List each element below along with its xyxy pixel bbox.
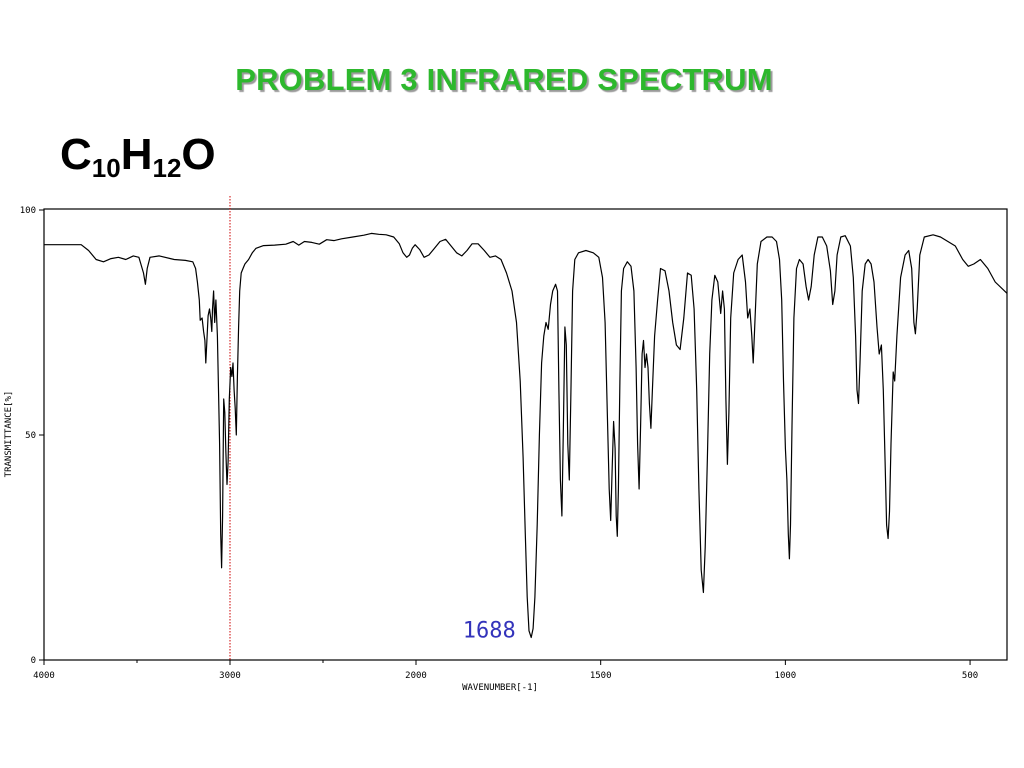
x-tick-label: 500 [962,671,978,681]
x-tick-label: 4000 [33,671,55,681]
x-axis-ticks: 4000 3000 2000 1500 1000 500 [33,660,978,681]
x-tick-label: 1000 [775,671,797,681]
y-tick-label: 50 [25,431,36,441]
spectrum-line [44,232,1008,639]
x-tick-label: 3000 [219,671,241,681]
formula-element-c: C [60,130,92,179]
y-tick-label: 100 [20,206,36,216]
slide-title: PROBLEM 3 INFRARED SPECTRUM [235,62,773,97]
y-axis-ticks: 0 50 100 [20,206,44,666]
x-tick-label: 1500 [590,671,612,681]
y-tick-label: 0 [31,656,36,666]
plot-frame [43,208,1008,661]
molecular-formula: C10H12O [60,130,216,183]
formula-subscript-h: 12 [152,153,182,183]
x-tick-label: 2000 [405,671,427,681]
formula-element-o: O [181,130,216,179]
formula-element-h: H [120,130,153,179]
formula-subscript-c: 10 [91,153,121,183]
x-axis-label: WAVENUMBER[-1] [462,683,538,693]
peak-label-1688: 1688 [463,619,516,644]
y-axis-label: TRANSMITTANCE[%] [4,391,14,478]
